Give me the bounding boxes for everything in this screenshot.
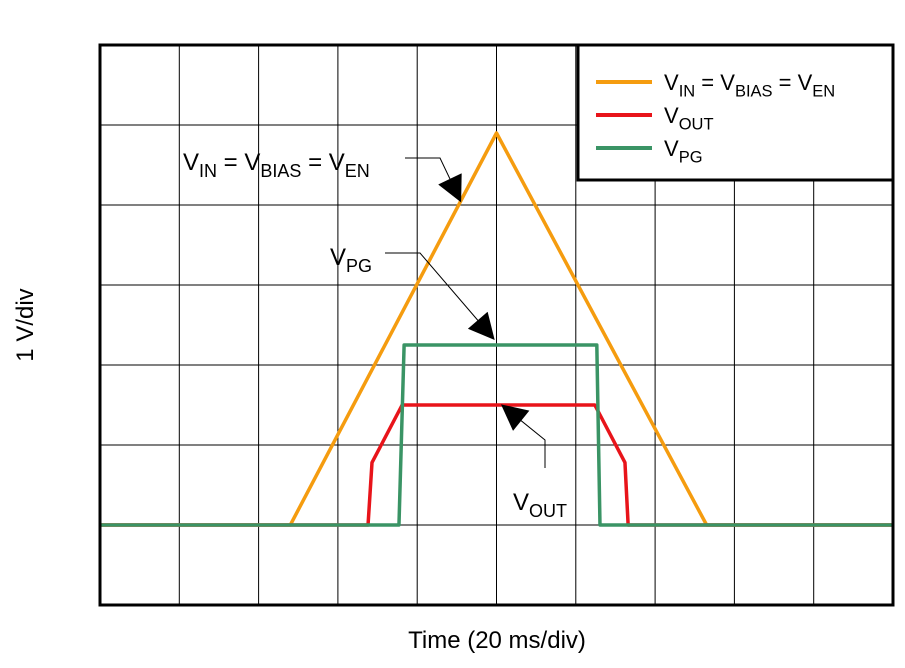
annotation-arrow [385, 252, 495, 340]
subscript: PG [679, 149, 703, 167]
legend-box [576, 43, 895, 182]
annotation: VIN = VBIAS = VEN [183, 149, 370, 181]
subscript: IN [679, 83, 696, 101]
annotation-arrows [385, 157, 546, 468]
annotation: VOUT [513, 489, 567, 521]
text-part: V [664, 70, 679, 95]
subscript: EN [812, 83, 835, 101]
subscript: OUT [679, 116, 714, 134]
annotation: VPG [330, 244, 372, 276]
x-axis-label: Time (20 ms/div) [408, 627, 586, 654]
subscript: BIAS [735, 83, 773, 101]
series-line [100, 403, 893, 527]
text-part: V [183, 149, 199, 176]
subscript: EN [345, 161, 370, 181]
legend-label: VOUT [664, 103, 714, 134]
legend-label: VPG [664, 136, 703, 167]
annotation-arrow [500, 404, 546, 468]
series-line [100, 343, 893, 527]
subscript: PG [346, 256, 372, 276]
plot-frame [98, 43, 895, 607]
text-part: = V [301, 149, 344, 176]
text-part: V [664, 103, 679, 128]
text-part: V [513, 489, 529, 516]
subscript: BIAS [260, 161, 301, 181]
annotation-arrow [405, 157, 462, 203]
text-part: = V [773, 70, 813, 95]
y-axis-label: 1 V/div [12, 288, 39, 361]
text-part: = V [695, 70, 735, 95]
text-part: = V [217, 149, 260, 176]
subscript: OUT [529, 501, 567, 521]
legend-label: VIN = VBIAS = VEN [664, 70, 835, 101]
subscript: IN [199, 161, 217, 181]
text-part: V [664, 136, 679, 161]
text-part: V [330, 244, 346, 271]
